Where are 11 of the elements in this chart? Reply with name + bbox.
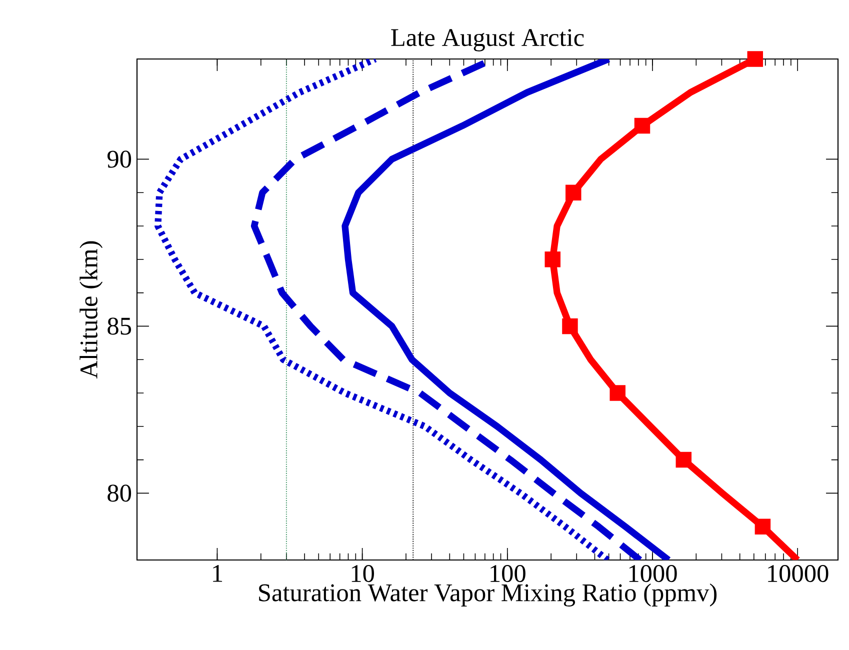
- x-tick-label: 100: [490, 564, 526, 582]
- x-tick-label: 10: [352, 564, 374, 582]
- y-tick-label: 80: [108, 484, 132, 502]
- x-tick-label: 1000: [629, 564, 677, 582]
- y-axis-title: Altitude (km): [80, 241, 103, 379]
- x-axis-title: Saturation Water Vapor Mixing Ratio (ppmv): [259, 584, 717, 607]
- y-tick-label: 90: [108, 150, 132, 168]
- x-tick-label: 10000: [768, 564, 828, 582]
- chart-title: Late August Arctic: [391, 29, 584, 52]
- y-tick-label: 85: [108, 318, 132, 335]
- x-tick-label: 1: [213, 564, 222, 582]
